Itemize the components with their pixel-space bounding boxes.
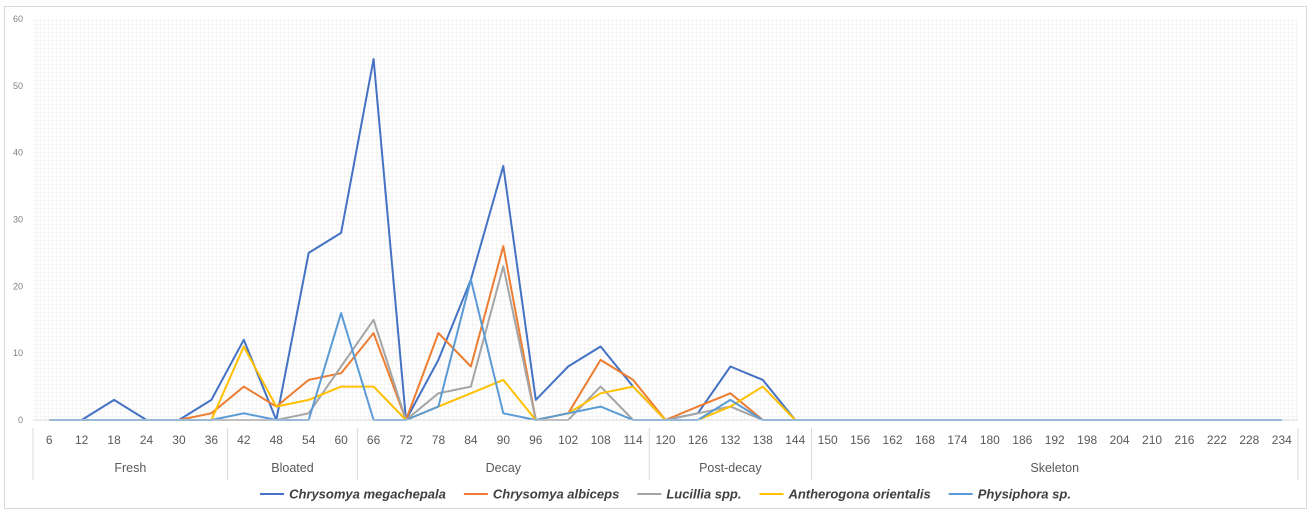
x-tick-label: 36 [205,433,219,447]
stage-label: Decay [486,461,522,475]
x-tick-label: 54 [302,433,316,447]
x-tick-label: 108 [591,433,611,447]
x-tick-label: 144 [785,433,805,447]
y-tick-label: 10 [13,348,23,358]
x-tick-label: 18 [107,433,121,447]
legend-item-5: Physiphora sp. [948,487,1071,502]
legend: Chrysomya megachepala Chrysomya albiceps L… [260,487,1071,502]
x-tick-label: 6 [46,433,53,447]
x-tick-label: 198 [1077,433,1097,447]
legend-label: Chrysomya megachepala [289,487,446,502]
stage-label: Bloated [271,461,313,475]
x-tick-label: 42 [237,433,251,447]
x-tick-label: 114 [623,433,642,447]
x-tick-label: 138 [753,433,773,447]
x-tick-label: 216 [1174,433,1194,447]
x-tick-label: 102 [558,433,578,447]
stage-axis: Fresh Bloated Decay Post-decay Skeleton [32,428,1299,480]
x-tick-label: 90 [497,433,511,447]
legend-label: Chrysomya albiceps [493,487,619,502]
legend-label: Physiphora sp. [978,487,1071,502]
x-tick-label: 78 [432,433,446,447]
x-tick-label: 12 [75,433,89,447]
legend-item-4: Antherogona orientalis [759,487,931,502]
plot-area [33,19,1298,420]
y-tick-label: 50 [13,81,23,91]
x-tick-label: 162 [883,433,903,447]
x-tick-label: 66 [367,433,381,447]
x-tick-label: 126 [688,433,708,447]
x-tick-label: 24 [140,433,154,447]
y-axis: 0 10 20 30 40 50 60 [13,14,23,425]
x-tick-label: 210 [1142,433,1162,447]
y-tick-label: 0 [18,415,23,425]
y-tick-label: 20 [13,281,23,291]
x-tick-label: 48 [270,433,284,447]
x-tick-label: 174 [947,433,967,447]
legend-label: Lucillia spp. [666,487,741,502]
x-tick-label: 30 [172,433,186,447]
x-tick-label: 180 [980,433,1000,447]
y-tick-label: 30 [13,215,23,225]
x-tick-label: 186 [1012,433,1032,447]
x-tick-label: 228 [1239,433,1259,447]
legend-label: Antherogona orientalis [787,487,930,502]
x-tick-label: 150 [818,433,838,447]
x-tick-label: 168 [915,433,935,447]
x-tick-label: 222 [1207,433,1227,447]
y-tick-label: 60 [13,14,23,24]
x-tick-label: 192 [1045,433,1065,447]
x-tick-label: 120 [655,433,675,447]
legend-item-1: Chrysomya megachepala [260,487,446,502]
x-tick-label: 72 [399,433,413,447]
x-tick-label: 204 [1110,433,1130,447]
x-tick-label: 234 [1272,433,1292,447]
stage-label: Fresh [114,461,146,475]
stage-label: Post-decay [699,461,762,475]
x-axis: 6 12 18 24 30 36 42 48 54 60 66 72 78 84 90 96 102 108 114… [33,419,1298,447]
x-tick-label: 156 [850,433,870,447]
x-tick-label: 84 [464,433,478,447]
x-tick-label: 96 [529,433,543,447]
x-tick-label: 60 [334,433,348,447]
y-tick-label: 40 [13,148,23,158]
x-tick-label: 132 [720,433,740,447]
stage-label: Skeleton [1030,461,1079,475]
legend-item-3: Lucillia spp. [637,487,741,502]
legend-item-2: Chrysomya albiceps [463,487,619,502]
